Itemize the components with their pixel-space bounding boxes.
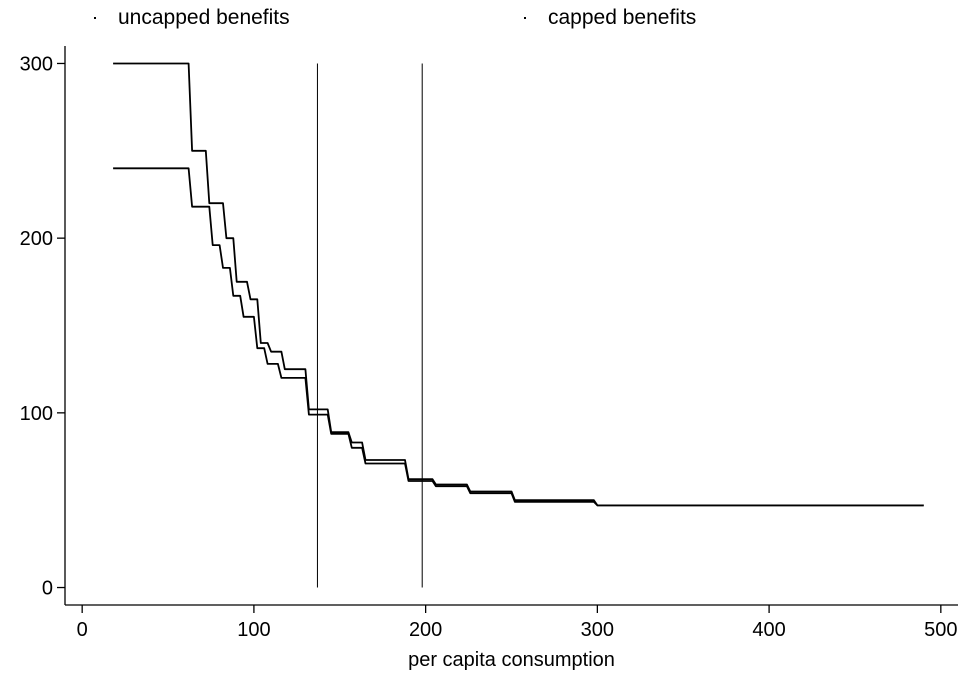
x-tick-label: 500: [924, 619, 957, 641]
x-tick-label: 0: [77, 619, 88, 641]
x-tick-label: 100: [237, 619, 270, 641]
x-axis-title: per capita consumption: [408, 649, 615, 671]
legend-item-uncapped: uncapped benefits: [94, 6, 290, 30]
y-tick-label: 200: [20, 228, 53, 250]
y-tick-label: 300: [20, 53, 53, 75]
series-line-capped: [113, 167, 924, 507]
legend-label-uncapped: uncapped benefits: [118, 6, 290, 29]
x-tick-label: 300: [581, 619, 614, 641]
y-tick-label: 100: [20, 403, 53, 425]
legend-marker-uncapped: [94, 17, 96, 20]
x-tick-label: 200: [409, 619, 442, 641]
legend-label-capped: capped benefits: [548, 6, 697, 29]
legend-item-capped: capped benefits: [524, 6, 696, 30]
legend-marker-capped: [524, 17, 526, 20]
series-line-uncapped: [113, 62, 924, 507]
x-tick-label: 400: [752, 619, 785, 641]
y-tick-label: 0: [42, 578, 53, 600]
